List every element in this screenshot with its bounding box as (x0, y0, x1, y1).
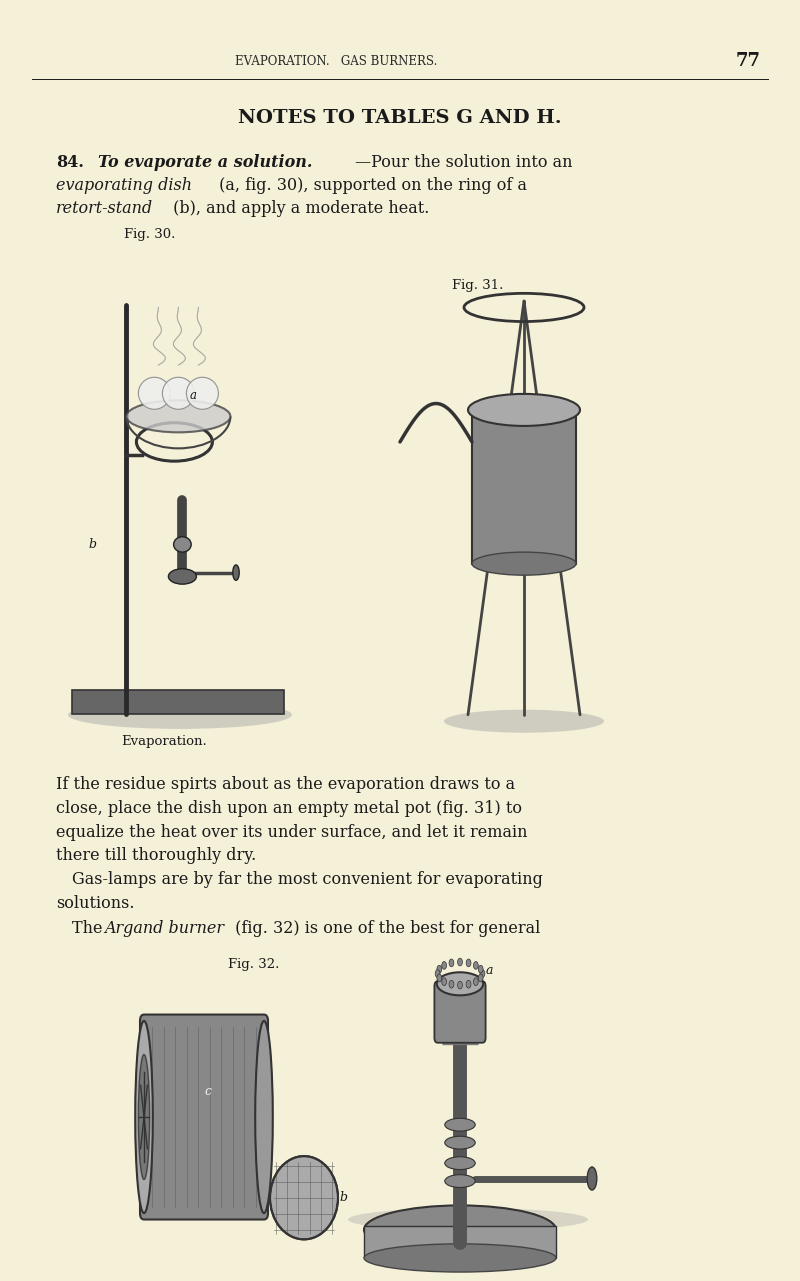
Circle shape (442, 977, 446, 985)
FancyBboxPatch shape (72, 690, 284, 714)
Circle shape (449, 980, 454, 988)
Ellipse shape (587, 1167, 597, 1190)
Circle shape (466, 959, 471, 967)
Text: equalize the heat over its under surface, and let it remain: equalize the heat over its under surface… (56, 824, 527, 840)
Text: Gas-lamps are by far the most convenient for evaporating: Gas-lamps are by far the most convenient… (72, 871, 543, 888)
Text: (a, fig. 30), supported on the ring of a: (a, fig. 30), supported on the ring of a (214, 177, 527, 193)
Ellipse shape (468, 393, 580, 425)
Text: Fig. 30.: Fig. 30. (124, 228, 175, 241)
Ellipse shape (472, 552, 576, 575)
Circle shape (449, 959, 454, 967)
Circle shape (474, 962, 478, 970)
Ellipse shape (348, 1208, 588, 1231)
Ellipse shape (270, 1157, 338, 1240)
Ellipse shape (138, 377, 170, 410)
Text: b: b (88, 538, 96, 551)
Text: a: a (486, 965, 493, 977)
FancyBboxPatch shape (364, 1226, 556, 1258)
Ellipse shape (445, 1175, 475, 1187)
FancyBboxPatch shape (472, 410, 576, 564)
Ellipse shape (444, 710, 604, 733)
Ellipse shape (437, 972, 483, 995)
Ellipse shape (364, 1205, 556, 1254)
Text: NOTES TO TABLES G AND H.: NOTES TO TABLES G AND H. (238, 109, 562, 127)
FancyBboxPatch shape (434, 981, 486, 1043)
Text: 84.: 84. (56, 154, 84, 170)
Text: To evaporate a solution.: To evaporate a solution. (98, 154, 312, 170)
Ellipse shape (162, 377, 194, 410)
Circle shape (437, 966, 442, 974)
Circle shape (442, 962, 446, 970)
Ellipse shape (445, 1118, 475, 1131)
Ellipse shape (135, 1021, 153, 1213)
Text: c: c (205, 1085, 211, 1098)
Ellipse shape (445, 1136, 475, 1149)
Text: b: b (339, 1191, 347, 1204)
Ellipse shape (364, 1244, 556, 1272)
Text: EVAPORATION.   GAS BURNERS.: EVAPORATION. GAS BURNERS. (235, 55, 437, 68)
Ellipse shape (445, 1157, 475, 1170)
Ellipse shape (138, 1054, 150, 1180)
Text: close, place the dish upon an empty metal pot (fig. 31) to: close, place the dish upon an empty meta… (56, 799, 522, 817)
Text: —Pour the solution into an: —Pour the solution into an (355, 154, 573, 170)
Text: If the residue spirts about as the evaporation draws to a: If the residue spirts about as the evapo… (56, 776, 515, 793)
Circle shape (437, 974, 442, 981)
Ellipse shape (174, 537, 191, 552)
Circle shape (458, 981, 462, 989)
Text: Fig. 32.: Fig. 32. (228, 958, 279, 971)
Circle shape (478, 974, 483, 981)
Text: solutions.: solutions. (56, 894, 134, 912)
Text: evaporating dish: evaporating dish (56, 177, 192, 193)
Circle shape (466, 980, 471, 988)
Ellipse shape (169, 569, 197, 584)
Circle shape (458, 958, 462, 966)
Ellipse shape (126, 400, 230, 433)
Text: 77: 77 (735, 53, 761, 70)
Text: (fig. 32) is one of the best for general: (fig. 32) is one of the best for general (230, 920, 541, 936)
Text: a: a (190, 389, 196, 402)
Text: there till thoroughly dry.: there till thoroughly dry. (56, 848, 256, 865)
Circle shape (480, 970, 485, 977)
Text: retort-stand: retort-stand (56, 200, 153, 216)
Ellipse shape (233, 565, 239, 580)
Circle shape (478, 966, 483, 974)
Text: The: The (72, 920, 108, 936)
Text: Fig. 31.: Fig. 31. (452, 279, 503, 292)
Ellipse shape (186, 377, 218, 410)
Circle shape (474, 977, 478, 985)
Text: (b), and apply a moderate heat.: (b), and apply a moderate heat. (168, 200, 430, 216)
FancyBboxPatch shape (140, 1015, 268, 1220)
Ellipse shape (68, 701, 292, 729)
Text: Evaporation.: Evaporation. (121, 735, 207, 748)
Text: Argand burner: Argand burner (104, 920, 224, 936)
Ellipse shape (255, 1021, 273, 1213)
Circle shape (435, 970, 440, 977)
